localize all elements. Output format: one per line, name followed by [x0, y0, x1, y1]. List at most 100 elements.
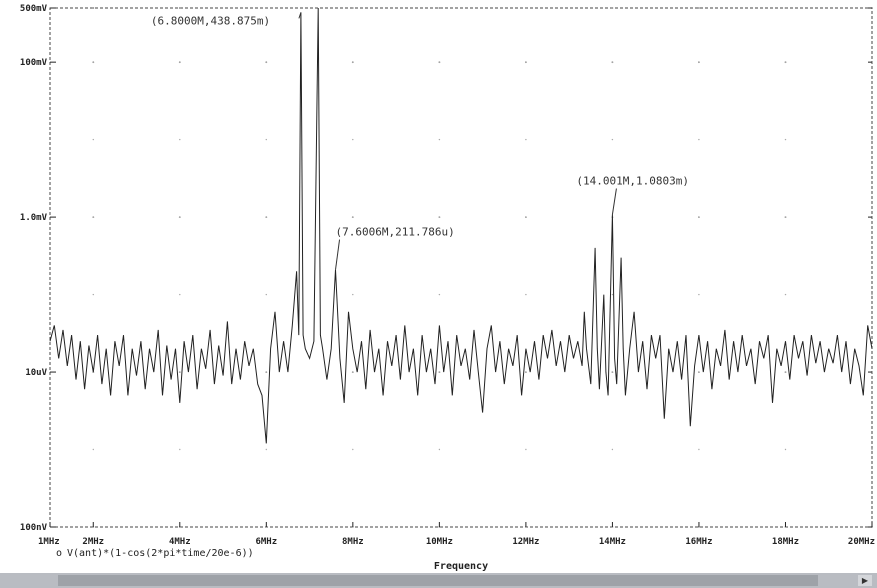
frequency-plot: 500mV 100mV 1.0mV 10uV 100nV 1MHz 2MHz 4MHz 6MH… [20, 4, 875, 572]
grid-dot [352, 448, 354, 451]
grid-dot [352, 293, 354, 296]
plot-frame [49, 7, 873, 528]
grid-dot [92, 448, 95, 451]
grid-dot [525, 371, 527, 373]
grid-dot [178, 7, 181, 9]
annotation-label: (6.8000M,438.875m) [151, 14, 270, 27]
grid-dot [698, 7, 700, 9]
grid-dot [525, 7, 527, 9]
y-tick-label: 10uV [25, 368, 47, 378]
grid-dot [351, 7, 354, 9]
grid-dot [784, 371, 787, 373]
x-tick-label: 6MHz [255, 537, 277, 547]
grid-dot [438, 7, 441, 9]
grid-dot [438, 448, 441, 451]
grid-dot [611, 448, 614, 451]
grid-dot [525, 293, 527, 296]
grid-dot [698, 61, 700, 63]
grid-dot [871, 293, 873, 296]
x-axis-label: Frequency [434, 561, 488, 572]
scroll-thumb[interactable] [58, 575, 818, 586]
annotation-label: (14.001M,1.0803m) [576, 175, 689, 188]
grid-dot [611, 138, 614, 141]
grid-dot [525, 448, 527, 451]
legend-entry: V(ant)*(1-cos(2*pi*time/20e-6)) [67, 548, 254, 559]
grid-dot [525, 138, 527, 141]
grid-dot [784, 138, 787, 141]
x-tick-label: 2MHz [82, 537, 104, 547]
grid-dot [611, 7, 614, 9]
grid-dot [179, 371, 181, 373]
grid-dot [92, 7, 95, 9]
x-tick-label: 14MHz [599, 537, 626, 547]
series-line [49, 7, 873, 444]
y-axis-ticks: 500mV 100mV 1.0mV 10uV 100nV [20, 4, 872, 533]
grid-dot [265, 293, 267, 296]
grid-dot [92, 138, 95, 141]
y-tick-label: 100mV [20, 58, 48, 68]
y-tick-label: 1.0mV [20, 213, 48, 223]
grid-dot [179, 293, 181, 296]
arrow-right-icon: ▶ [861, 576, 869, 585]
annotation-leader [335, 239, 341, 270]
grid-dot [438, 293, 441, 296]
grid-dot [92, 293, 95, 296]
y-tick-label: 500mV [20, 4, 48, 14]
grid-dot [698, 216, 700, 218]
grid-dot [352, 61, 354, 63]
legend: o V(ant)*(1-cos(2*pi*time/20e-6)) [56, 548, 254, 559]
grid-dot [179, 61, 181, 63]
grid-dot [611, 293, 614, 296]
x-tick-label: 1MHz [38, 537, 60, 547]
grid-dot [265, 138, 267, 141]
x-tick-label: 10MHz [426, 537, 453, 547]
grid-dot [784, 448, 787, 451]
grid-dot [179, 138, 181, 141]
grid-dot [611, 61, 614, 63]
annotation-leader [298, 12, 302, 19]
grid-dot [784, 216, 787, 218]
grid-dot [179, 216, 181, 218]
legend-marker: o [56, 548, 62, 559]
grid-dot [871, 138, 873, 141]
x-axis-ticks: 1MHz 2MHz 4MHz 6MHz 8MHz 10MHz 12MHz 14MHz 16MHz… [38, 522, 875, 547]
series-group [49, 7, 873, 444]
grid-dot [92, 61, 95, 63]
grid-dot [784, 7, 787, 9]
grid-dot [265, 61, 267, 63]
grid-dot [871, 448, 873, 451]
x-tick-label: 16MHz [685, 537, 712, 547]
y-tick-label: 100nV [20, 523, 48, 533]
grid-dot [611, 371, 614, 373]
grid-dot [179, 448, 181, 451]
x-tick-label: 12MHz [512, 537, 539, 547]
horizontal-scrollbar[interactable]: ◀ ▶ [0, 573, 877, 588]
grid-dot [784, 293, 787, 296]
annotations: (6.8000M,438.875m) (7.6006M,211.786u) (14.… [151, 12, 689, 270]
grid-dot [698, 293, 700, 296]
grid-dot [352, 216, 354, 218]
grid-dot [438, 138, 441, 141]
x-tick-label: 8MHz [342, 537, 364, 547]
x-tick-label: 4MHz [169, 537, 191, 547]
grid-dot [265, 216, 267, 218]
grid-dot [438, 61, 441, 63]
grid-dot [265, 448, 267, 451]
annotation-leader [611, 188, 617, 215]
grid-dot [265, 371, 267, 373]
scroll-right-button[interactable]: ▶ [858, 575, 872, 586]
grid-dot [784, 61, 787, 63]
grid-dot [525, 216, 527, 218]
grid-dot [92, 216, 95, 218]
grid-dot [525, 61, 527, 63]
annotation-label: (7.6006M,211.786u) [336, 226, 455, 239]
x-tick-label: 18MHz [772, 537, 799, 547]
grid-dot [438, 216, 441, 218]
grid-dot [698, 371, 700, 373]
grid-dot [352, 371, 354, 373]
grid-dot [698, 138, 700, 141]
x-tick-label: 20MHz [848, 537, 875, 547]
grid-dot [698, 448, 700, 451]
grid-dot [352, 138, 354, 141]
grid [92, 7, 873, 528]
